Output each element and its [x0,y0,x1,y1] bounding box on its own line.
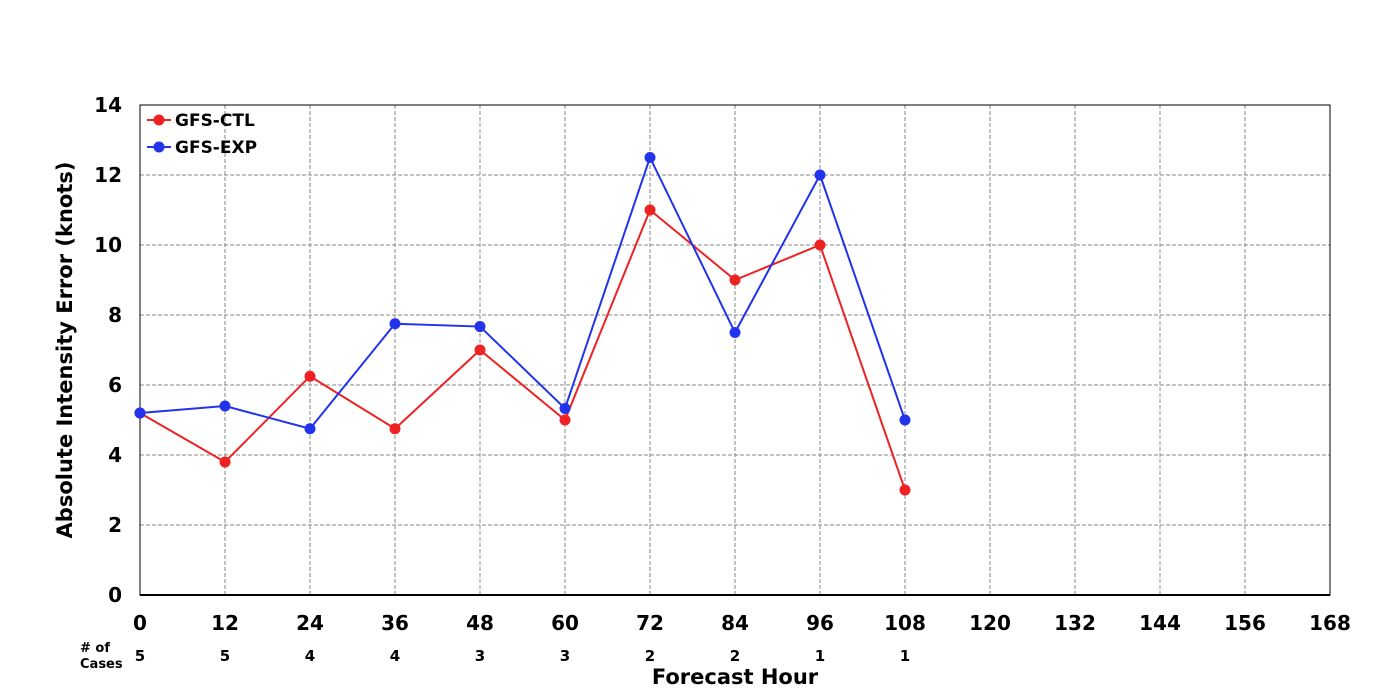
data-point-ctl [474,344,486,356]
legend: GFS-CTL GFS-EXP [147,111,257,158]
cases-label-line1: # of [80,641,110,656]
x-tick-label: 144 [1139,611,1181,635]
case-count: 1 [900,647,910,665]
data-point-ctl [389,423,401,435]
data-point-ctl [899,484,911,496]
case-count: 2 [645,647,655,665]
x-tick-label: 24 [296,611,324,635]
x-tick-label: 60 [551,611,579,635]
x-tick-label: 96 [806,611,834,635]
case-count: 4 [390,647,400,665]
y-tick-label: 8 [108,303,122,327]
x-tick-label: 156 [1224,611,1266,635]
data-point-exp [729,327,741,338]
data-point-exp [134,407,146,419]
data-point-ctl [304,370,316,382]
case-count: 1 [815,647,825,665]
x-tick-label: 36 [381,611,409,635]
y-tick-label: 14 [94,93,122,117]
y-tick-label: 2 [108,513,122,537]
y-tick-label: 10 [94,233,122,257]
data-point-exp [304,423,316,435]
legend-label-exp: GFS-EXP [175,138,257,158]
data-point-exp [559,402,571,414]
case-counts: # of Cases 5 5 4 4 3 3 2 2 1 1 [80,641,910,672]
x-tick-label: 0 [133,611,147,635]
case-count: 4 [305,647,315,665]
data-point-exp [644,152,656,163]
y-axis-title: Absolute Intensity Error (knots) [53,162,77,539]
x-tick-label: 120 [969,611,1011,635]
y-tick-label: 6 [108,373,122,397]
data-point-exp [389,318,401,330]
series-line-exp [139,154,906,430]
case-count: 2 [730,647,740,665]
data-series [134,152,911,496]
case-count: 3 [560,647,570,665]
legend-marker-exp [153,141,165,153]
legend-marker-ctl [153,114,165,126]
x-tick-label: 168 [1309,611,1351,635]
data-point-exp [474,321,486,333]
data-point-ctl [219,456,231,468]
y-tick-label: 0 [108,583,122,607]
series-line-ctl [139,208,906,491]
data-point-ctl [814,239,826,251]
x-tick-label: 48 [466,611,494,635]
data-point-ctl [644,204,656,216]
case-count: 3 [475,647,485,665]
y-tick-label: 12 [94,163,122,187]
data-point-exp [814,169,826,181]
data-point-ctl [559,414,571,426]
y-tick-label: 4 [108,443,122,467]
x-tick-label: 72 [636,611,664,635]
data-point-exp [219,400,231,412]
cases-label-line2: Cases [80,657,123,672]
data-point-ctl [729,274,741,286]
legend-label-ctl: GFS-CTL [175,111,255,131]
x-tick-label: 108 [884,611,926,635]
x-tick-label: 84 [721,611,749,635]
x-tick-label: 12 [211,611,239,635]
x-tick-label: 132 [1054,611,1096,635]
case-count: 5 [220,647,230,665]
tick-labels: 0 12 24 36 48 60 72 84 96 108 120 132 144 156 16802468… [94,93,1351,635]
data-point-exp [899,414,911,426]
case-count: 5 [135,647,145,665]
x-axis-title: Forecast Hour [652,665,819,689]
grid-lines [140,105,1330,595]
